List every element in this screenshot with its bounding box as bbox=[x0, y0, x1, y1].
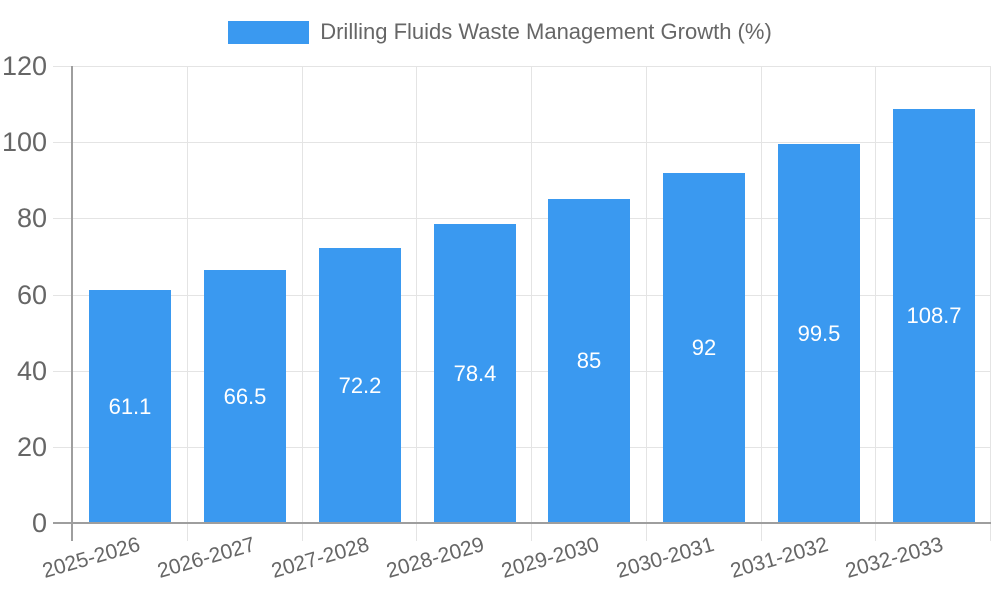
x-gridline bbox=[646, 66, 647, 541]
bar-value-label: 85 bbox=[576, 348, 602, 373]
x-axis-tick-label: 2027-2028 bbox=[269, 533, 373, 583]
bar: 72.2 bbox=[319, 248, 401, 523]
bar-value-label: 78.4 bbox=[453, 360, 497, 386]
bar: 108.7 bbox=[893, 109, 975, 523]
x-axis-tick-label: 2029-2030 bbox=[498, 533, 602, 583]
legend-item[interactable]: Drilling Fluids Waste Management Growth … bbox=[228, 20, 772, 44]
legend-swatch-icon bbox=[228, 20, 310, 44]
bar: 99.5 bbox=[778, 144, 860, 523]
x-axis-line bbox=[53, 522, 991, 524]
bar-value-label: 61.1 bbox=[108, 393, 152, 419]
y-gridline bbox=[53, 142, 991, 143]
y-gridline bbox=[53, 295, 991, 296]
x-gridline bbox=[990, 66, 991, 541]
y-gridline bbox=[53, 66, 991, 67]
y-axis-tick-label: 100 bbox=[1, 127, 47, 158]
bar: 61.1 bbox=[89, 290, 171, 523]
x-axis-tick-label: 2026-2027 bbox=[154, 533, 258, 583]
x-gridline bbox=[761, 66, 762, 541]
bar: 66.5 bbox=[204, 270, 286, 523]
bar-value-label: 108.7 bbox=[906, 303, 962, 328]
y-axis-line bbox=[71, 66, 73, 541]
x-gridline bbox=[187, 66, 188, 541]
legend-label: Drilling Fluids Waste Management Growth … bbox=[320, 19, 772, 44]
bar-value-label: 92 bbox=[691, 335, 717, 360]
y-axis-tick-label: 60 bbox=[16, 279, 47, 310]
x-axis-tick-label: 2032-2033 bbox=[843, 533, 946, 583]
bar-value-label: 72.2 bbox=[338, 372, 382, 398]
x-axis-tick-label: 2031-2032 bbox=[728, 533, 832, 583]
legend: Drilling Fluids Waste Management Growth … bbox=[0, 20, 1000, 44]
y-gridline bbox=[53, 447, 991, 448]
y-axis-tick-label: 20 bbox=[16, 431, 47, 462]
x-gridline bbox=[875, 66, 876, 541]
x-axis-tick-label: 2025-2026 bbox=[39, 533, 143, 583]
y-axis-tick-label: 80 bbox=[16, 203, 47, 234]
bar: 92 bbox=[663, 173, 745, 523]
bar-value-label: 99.5 bbox=[797, 320, 841, 346]
y-gridline bbox=[53, 218, 991, 219]
x-gridline bbox=[302, 66, 303, 541]
x-axis-tick-label: 2030-2031 bbox=[613, 533, 717, 583]
y-axis-tick-label: 120 bbox=[1, 51, 47, 81]
bar: 85 bbox=[548, 199, 630, 523]
bar-value-label: 66.5 bbox=[223, 383, 267, 409]
y-gridline bbox=[53, 371, 991, 372]
y-axis-tick-label: 0 bbox=[31, 508, 47, 538]
x-gridline bbox=[416, 66, 417, 541]
x-gridline bbox=[531, 66, 532, 541]
bar: 78.4 bbox=[434, 224, 516, 523]
y-axis-tick-label: 40 bbox=[16, 355, 47, 386]
x-axis-tick-label: 2028-2029 bbox=[384, 533, 487, 583]
